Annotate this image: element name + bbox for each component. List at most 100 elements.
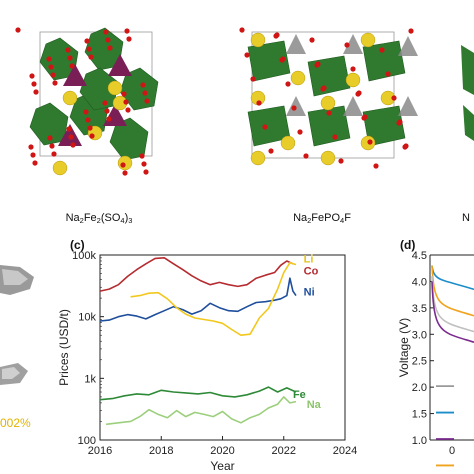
x-tick-label: 2022 [272,445,296,457]
voltage-curve [431,265,474,291]
oxygen-atom [70,142,76,148]
oxygen-atom [104,108,110,114]
sodium-atom [117,155,133,171]
sodium-atom [250,32,266,48]
y-tick-label: 3.5 [412,303,427,315]
oxygen-atom [402,144,408,150]
oxygen-atom [46,56,52,62]
series-line-na [106,396,297,426]
voltage-curve [431,281,474,343]
crystal-structure-na2fe2so43 [15,27,159,176]
oxygen-atom [244,52,250,58]
x-tick-label: 2018 [149,445,173,457]
oxygen-atom [29,73,35,79]
oxygen-atom [87,125,93,131]
oxygen-atom [141,161,147,167]
oxygen-atom [391,95,397,101]
x-axis-label: Year [210,459,234,473]
oxygen-atom [279,57,285,63]
y-tick-label: 10k [78,312,96,324]
oxygen-atom [103,29,109,35]
y-axis-label: Prices (USD/t) [57,309,71,386]
phosphate-tetrahedron [398,36,418,56]
oxygen-atom [142,90,148,96]
series-line-co [99,256,294,292]
oxygen-atom [31,81,37,87]
oxygen-atom [32,160,38,166]
oxygen-atom [144,98,150,104]
oxygen-atom [84,38,90,44]
oxygen-atom [355,91,361,97]
y-tick-label: 2.0 [412,382,427,394]
panel-d-label: (d) [400,238,416,252]
octahedron [247,40,291,82]
oxygen-atom [30,152,36,158]
oxygen-atom [105,37,111,43]
voltage-chart: 1.0 1.5 2.0 2.5 3.0 3.5 4.0 4.5 0 Voltage (V) [398,250,474,467]
y-tick-label: 2.5 [412,356,427,368]
oxygen-atom [83,109,89,115]
oxygen-atom [86,46,92,52]
oxygen-atom [250,76,256,82]
sodium-atom [52,160,68,176]
y-tick-label: 1k [84,373,96,385]
oxygen-atom [88,54,94,60]
oxygen-atom [69,63,75,69]
oxygen-atom [28,144,34,150]
oxygen-atom [122,170,128,176]
phosphate-tetrahedron [343,34,363,54]
y-tick-label: 3.0 [412,329,427,341]
y-tick-label: 1.0 [412,435,427,447]
oxygen-atom [49,143,55,149]
x-tick-label: 2016 [88,445,112,457]
oxygen-atom [48,64,54,70]
oxygen-atom [120,162,126,168]
phosphate-tetrahedron [286,96,306,116]
percent-fragment-label: 002% [0,416,31,430]
oxygen-atom [291,105,297,111]
oxygen-atom [33,89,39,95]
oxygen-atom [143,169,149,175]
x-tick-label: 0 [449,445,455,457]
series-label-na: Na [307,399,322,411]
oxygen-atom [408,28,414,34]
sodium-atom [107,80,123,96]
crystal-structure-na2fepo4f [239,27,418,169]
y-tick-label: 100k [72,250,96,262]
phosphate-tetrahedron [398,96,418,116]
oxygen-atom [51,151,57,157]
oxygen-atom [350,66,356,72]
oxygen-atom [332,134,338,140]
oxygen-atom [262,124,268,130]
octahedron [29,102,69,146]
left-image-fragment [0,265,34,385]
formula-caption-2: Na2FePO4F [293,212,351,225]
oxygen-atom [102,100,108,106]
series-label-li: Li [304,254,314,266]
phosphate-tetrahedron [286,34,306,54]
price-chart: 2016 2018 2020 2022 2024 100 1k 10k 100k Year Pric… [57,250,357,473]
oxygen-atom [285,81,291,87]
phosphate-tetrahedron [343,96,363,116]
sodium-atom [280,135,296,151]
oxygen-atom [89,133,95,139]
oxygen-atom [67,55,73,61]
oxygen-atom [256,100,262,106]
oxygen-atom [126,36,132,42]
series-line-ni [99,277,297,322]
oxygen-atom [273,33,279,39]
voltage-curve [431,265,474,317]
octahedron [362,40,406,82]
formula-caption-3: N [462,212,470,224]
oxygen-atom [385,71,391,77]
oxygen-atom [326,110,332,116]
octahedron [307,55,351,97]
oxygen-atom [139,153,145,159]
octahedron [362,105,406,147]
oxygen-atom [303,153,309,159]
formula-caption-1: Na2Fe2(SO4)3 [65,212,133,225]
sodium-atom [360,32,376,48]
oxygen-atom [52,80,58,86]
oxygen-atom [125,107,131,113]
